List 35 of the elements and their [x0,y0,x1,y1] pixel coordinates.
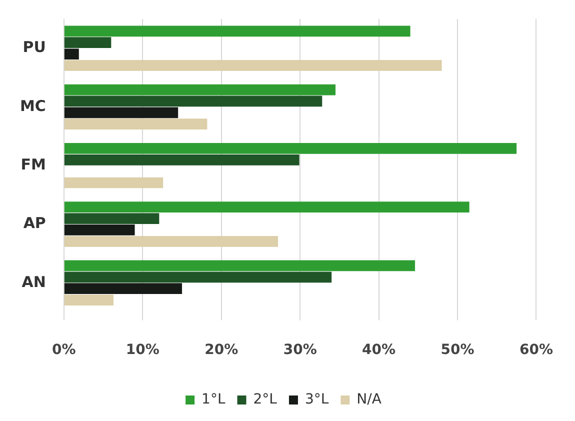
y-tick-label: MC [20,96,46,115]
x-tick-label: 40% [362,342,396,358]
bar [64,260,416,272]
bar [64,213,160,224]
legend-label: 3°L [304,392,329,408]
bar [64,294,114,306]
bar [64,84,336,96]
legend-label: N/A [356,392,382,408]
x-tick-label: 0% [52,342,76,358]
legend-label: 2°L [253,392,278,408]
bar [64,37,112,48]
x-tick-label: 20% [204,342,238,358]
bar [64,154,300,166]
bar [64,224,135,236]
x-tick-label: 30% [283,342,317,358]
y-tick-label: PU [22,38,46,56]
bar [64,96,322,107]
bar [64,118,208,130]
bar [64,202,470,213]
x-tick-label: 10% [126,342,160,358]
bar [64,26,410,37]
y-tick-label: FM [20,155,46,174]
bar [64,143,517,154]
bar [64,272,332,283]
bar [64,48,79,60]
x-tick-label: 60% [519,342,554,358]
bar [64,177,164,188]
legend-label: 1°L [202,392,226,408]
y-tick-label: AP [23,214,46,232]
bar [64,236,278,247]
bar [64,60,442,71]
x-tick-label: 50% [440,342,474,358]
bar [64,107,178,118]
y-tick-label: AN [22,272,46,291]
bar [64,283,182,294]
